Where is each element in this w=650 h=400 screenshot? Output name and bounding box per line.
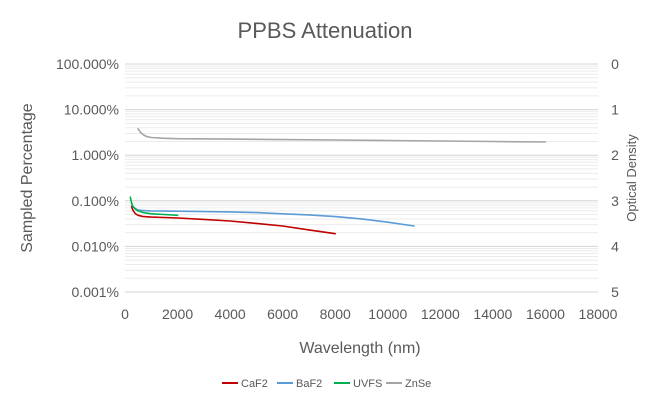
x-axis-ticks: 0 2000 4000 6000 8000 10000 12000 14000 16000 180…: [121, 306, 618, 322]
legend-label-znse: ZnSe: [405, 378, 431, 390]
y-tick-label: 10.000%: [64, 102, 119, 118]
y-tick-label: 0.001%: [72, 284, 119, 300]
x-tick-label: 2000: [162, 306, 193, 322]
x-tick-label: 14000: [473, 306, 512, 322]
secondary-y-tick-label: 0: [611, 56, 619, 72]
x-tick-label: 6000: [267, 306, 298, 322]
secondary-y-axis-label: Optical Density: [624, 134, 639, 222]
series-line-uvfs: [129, 196, 179, 217]
legend-label-uvfs: UVFS: [353, 378, 382, 390]
series: [129, 128, 547, 235]
x-tick-label: 0: [121, 306, 129, 322]
y-tick-label: 100.000%: [56, 56, 119, 72]
secondary-y-tick-label: 2: [611, 147, 619, 163]
secondary-y-tick-label: 3: [611, 193, 619, 209]
x-tick-label: 10000: [368, 306, 407, 322]
secondary-y-axis-ticks: 0 1 2 3 4 5: [611, 56, 619, 300]
legend-label-baf2: BaF2: [296, 378, 322, 390]
x-tick-label: 4000: [215, 306, 246, 322]
y-tick-label: 0.010%: [72, 238, 119, 254]
chart-title: PPBS Attenuation: [238, 18, 413, 43]
series-line-caf2: [130, 205, 337, 235]
x-tick-label: 8000: [320, 306, 351, 322]
x-tick-label: 12000: [421, 306, 460, 322]
legend-label-caf2: CaF2: [241, 378, 268, 390]
y-tick-label: 1.000%: [72, 147, 119, 163]
secondary-y-tick-label: 4: [611, 238, 619, 254]
x-tick-label: 16000: [526, 306, 565, 322]
x-axis-label: Wavelength (nm): [299, 340, 420, 357]
series-line-znse: [137, 128, 547, 143]
y-axis-ticks: 100.000% 10.000% 1.000% 0.100% 0.010% 0.001%: [56, 56, 119, 300]
legend: CaF2 BaF2 UVFS ZnSe: [222, 378, 431, 390]
grid: [125, 63, 598, 293]
secondary-y-tick-label: 5: [611, 284, 619, 300]
secondary-y-tick-label: 1: [611, 102, 619, 118]
y-tick-label: 0.100%: [72, 193, 119, 209]
x-tick-label: 18000: [579, 306, 618, 322]
y-axis-label: Sampled Percentage: [19, 103, 36, 253]
